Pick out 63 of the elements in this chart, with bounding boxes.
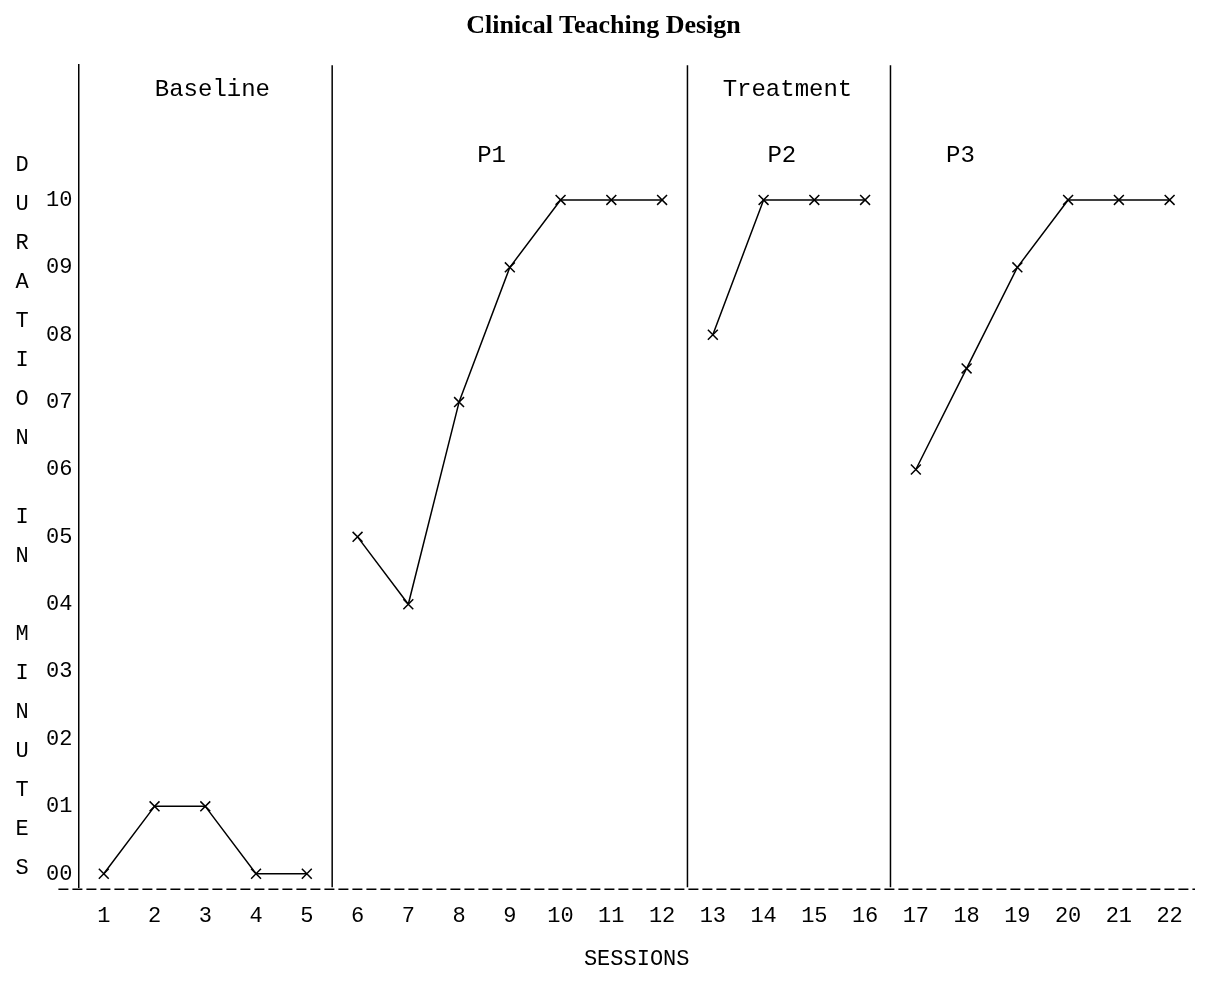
y-tick-label: 08 [46,322,73,348]
x-tick-label: 12 [648,904,676,930]
annotation: P3 [946,141,975,169]
point [1011,261,1024,274]
point [859,194,871,206]
point [453,396,465,408]
annotation: Treatment [722,76,853,104]
x-tick-label: 5 [300,904,314,930]
y-tick-label: 06 [46,457,73,483]
x-tick-label: 19 [1004,904,1031,930]
x-tick-label: 13 [699,904,727,930]
annotation: P1 [477,141,506,169]
point [1062,194,1074,206]
point [1113,194,1125,206]
point [351,531,364,543]
y-tick-label: 05 [46,524,73,550]
x-tick-label: 20 [1054,904,1082,930]
point [910,463,922,476]
point [402,598,415,610]
x-tick-label: 22 [1156,904,1183,930]
annotation: Baseline [154,76,271,104]
x-tick-label: 3 [198,904,212,930]
y-tick-label: 01 [46,794,73,820]
x-tick-label: 11 [598,904,625,930]
point [960,362,973,375]
x-tick-label: 17 [902,904,930,930]
x-tick-label: 8 [452,904,466,930]
annotation: P2 [767,141,797,169]
point [656,194,668,206]
point [148,800,161,813]
point [707,329,719,341]
point [301,868,313,880]
x-tick-label: 14 [750,904,777,930]
point [199,800,211,813]
y-tick-label: 03 [46,659,73,685]
y-tick-label: 09 [46,255,73,281]
text: DURATION IN MINUTES [15,153,29,881]
x-tick-label: 1 [97,904,111,930]
x-tick-label: 16 [851,904,879,930]
x-axis-title: SESSIONS [583,946,690,972]
point [250,868,262,880]
x-tick-label: 9 [503,904,517,930]
x-tick-label: 7 [401,904,415,930]
x-tick-label: 4 [249,904,263,930]
chart-title: Clinical Teaching Design [465,10,742,41]
y-tick-label: 07 [46,389,73,415]
point [808,194,821,206]
point [605,194,618,206]
y-tick-label: 00 [46,861,73,887]
x-tick-label: 10 [547,904,574,930]
x-tick-label: 2 [147,904,162,930]
point [504,261,516,274]
point [757,194,770,206]
y-tick-label: 04 [46,592,73,618]
x-tick-label: 21 [1105,904,1133,930]
y-tick-label: 10 [46,187,73,213]
point [1163,194,1176,206]
x-tick-label: 18 [953,904,980,930]
x-tick-label: 6 [350,904,365,930]
point [554,194,567,206]
y-tick-label: 02 [46,726,73,752]
x-tick-label: 15 [801,904,828,930]
point [98,868,110,880]
